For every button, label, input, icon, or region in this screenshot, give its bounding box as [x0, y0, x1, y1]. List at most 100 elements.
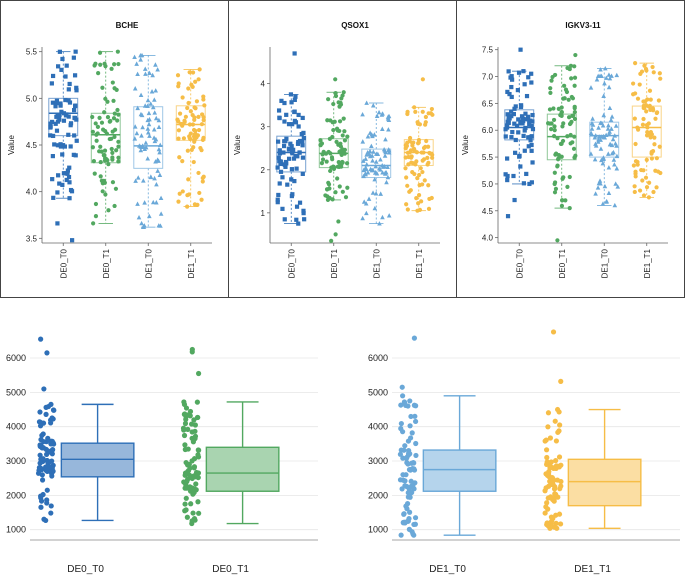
- data-point: [134, 130, 140, 136]
- data-point: [142, 200, 147, 205]
- data-point: [529, 180, 534, 185]
- data-point: [114, 148, 119, 153]
- data-point: [524, 171, 529, 177]
- data-point: [134, 61, 139, 66]
- data-point: [60, 56, 65, 62]
- data-point: [379, 126, 385, 131]
- data-point: [158, 211, 164, 216]
- data-point: [562, 83, 567, 88]
- data-point: [277, 181, 282, 186]
- data-point: [341, 90, 346, 95]
- data-point: [99, 120, 105, 125]
- data-point: [419, 199, 424, 204]
- data-point: [330, 157, 335, 162]
- data-point: [412, 521, 418, 527]
- data-point: [150, 199, 156, 205]
- data-point: [416, 201, 421, 206]
- data-point: [59, 109, 64, 114]
- data-point: [188, 501, 194, 507]
- data-point: [142, 66, 148, 71]
- box-iqr: [361, 148, 392, 179]
- data-point: [423, 122, 428, 127]
- data-point: [402, 478, 408, 484]
- data-point: [50, 177, 55, 182]
- data-point: [650, 64, 655, 70]
- data-point: [384, 179, 389, 185]
- data-point: [300, 155, 306, 160]
- chart-panel-5: 1000 2000 3000 4000 5000 6000 DE1_T0 DE1_T1: [368, 329, 680, 575]
- data-point: [50, 73, 56, 79]
- data-point: [38, 456, 44, 462]
- data-point: [189, 346, 195, 353]
- data-point: [376, 109, 382, 115]
- data-point: [411, 532, 417, 538]
- data-point: [599, 73, 604, 79]
- data-point: [340, 133, 345, 138]
- box-group-DE1_T0: [132, 52, 164, 230]
- x-tick-label: DE0_T1: [558, 248, 567, 278]
- data-point: [145, 97, 151, 103]
- data-point: [292, 97, 297, 103]
- data-point: [509, 109, 514, 114]
- data-point: [632, 116, 637, 121]
- data-point: [596, 180, 602, 186]
- data-point: [45, 435, 51, 441]
- data-point: [147, 133, 152, 138]
- x-tick-label: DE0_T0: [287, 248, 296, 278]
- data-point: [374, 171, 380, 176]
- data-point: [37, 409, 43, 415]
- data-point: [529, 71, 534, 76]
- data-point: [282, 217, 287, 222]
- data-point: [652, 135, 657, 140]
- data-point: [191, 456, 198, 462]
- data-point: [54, 98, 60, 103]
- data-point: [182, 501, 188, 507]
- data-point: [507, 91, 512, 97]
- data-point: [196, 170, 201, 176]
- data-point: [407, 494, 413, 500]
- data-point: [196, 127, 202, 133]
- data-point: [183, 405, 190, 411]
- data-point: [335, 164, 340, 169]
- data-point: [417, 122, 423, 127]
- data-point: [333, 232, 338, 237]
- data-point: [506, 120, 511, 125]
- data-point: [58, 101, 63, 106]
- data-point: [138, 147, 144, 153]
- data-point: [333, 90, 338, 96]
- data-point: [150, 72, 155, 78]
- data-point: [657, 144, 662, 149]
- data-point: [154, 200, 159, 205]
- data-point: [154, 181, 159, 187]
- data-point: [183, 459, 189, 466]
- data-point: [90, 145, 95, 150]
- data-point: [49, 81, 54, 86]
- data-point: [511, 173, 516, 179]
- data-point: [527, 181, 532, 187]
- data-point: [196, 510, 202, 516]
- data-point: [516, 117, 521, 122]
- data-point: [275, 165, 280, 170]
- data-point: [635, 96, 641, 101]
- y-tick-label: 5.0: [482, 180, 494, 189]
- data-point: [291, 156, 297, 161]
- data-point: [192, 422, 198, 428]
- data-point: [72, 107, 77, 113]
- data-point: [406, 154, 411, 160]
- data-point: [319, 141, 325, 146]
- y-tick-label: 7.0: [482, 73, 494, 82]
- data-point: [57, 181, 62, 186]
- data-point: [508, 75, 513, 80]
- data-point: [276, 108, 282, 113]
- data-point: [324, 187, 330, 192]
- y-tick-label: 4: [261, 80, 266, 89]
- data-point: [568, 141, 573, 146]
- data-point: [589, 120, 595, 126]
- data-point: [48, 401, 54, 407]
- data-point: [277, 148, 282, 153]
- data-point: [290, 122, 295, 127]
- data-point: [147, 70, 152, 75]
- y-axis-label: Value: [7, 135, 16, 155]
- data-point: [547, 435, 554, 441]
- data-point: [286, 122, 292, 127]
